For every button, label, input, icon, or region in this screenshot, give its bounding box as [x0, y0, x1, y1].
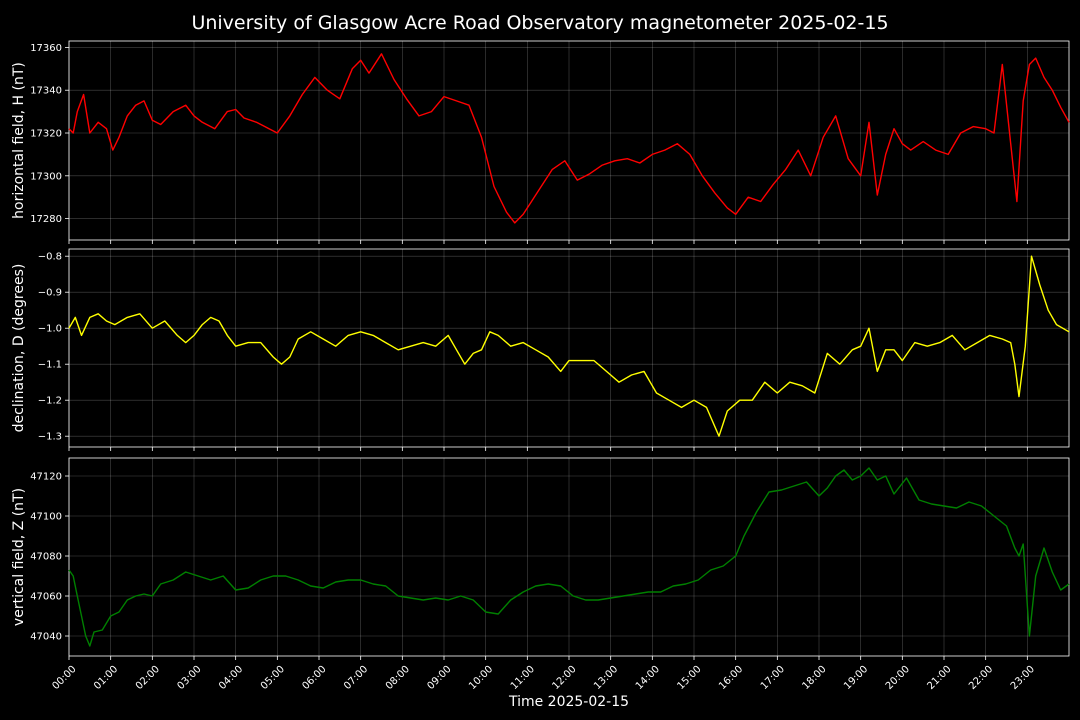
y-tick-label: 17300 — [30, 171, 62, 182]
x-tick-label: 02:00 — [134, 664, 162, 692]
x-tick-label: 03:00 — [175, 664, 203, 692]
series-line — [68, 255, 1070, 437]
y-axis-label: declination, D (degrees) — [11, 264, 27, 433]
y-tick-label: 17320 — [30, 129, 62, 140]
y-tick-label: −0.8 — [38, 252, 62, 263]
x-tick-label: 04:00 — [217, 664, 245, 692]
y-axis-label: vertical field, Z (nT) — [11, 488, 27, 626]
y-tick-label: 47120 — [30, 472, 62, 483]
x-tick-label: 06:00 — [300, 664, 328, 692]
x-tick-label: 18:00 — [800, 664, 828, 692]
y-tick-label: −1.3 — [38, 432, 62, 443]
x-tick-label: 12:00 — [550, 664, 578, 692]
panel-frame — [68, 40, 1070, 241]
y-tick-label: 17280 — [30, 214, 62, 225]
y-axis-label: horizontal field, H (nT) — [11, 62, 27, 219]
x-tick-label: 15:00 — [675, 664, 703, 692]
x-tick-label: 23:00 — [1009, 664, 1037, 692]
x-axis: 00:00 01:00 02:00 03:00 04:00 05:00 06:00 07:00… — [50, 664, 1036, 692]
x-tick-label: 09:00 — [425, 664, 453, 692]
y-tick-label: 47060 — [30, 592, 62, 603]
x-tick-label: 22:00 — [967, 664, 995, 692]
x-tick-label: 00:00 — [50, 664, 78, 692]
x-tick-label: 14:00 — [634, 664, 662, 692]
y-tick-label: −1.0 — [38, 324, 62, 335]
x-tick-label: 13:00 — [592, 664, 620, 692]
y-tick-label: −1.2 — [38, 396, 62, 407]
y-tick-label: 47080 — [30, 552, 62, 563]
panel-frame — [68, 248, 1070, 448]
panel-2: −1.3 −1.2 −1.1 −1.0 −0.9 −0.8 declination, D (… — [11, 248, 1070, 451]
x-tick-label: 11:00 — [509, 664, 537, 692]
x-tick-label: 01:00 — [92, 664, 120, 692]
x-tick-label: 16:00 — [717, 664, 745, 692]
series-line — [68, 53, 1070, 224]
y-tick-label: 17360 — [30, 43, 62, 54]
y-tick-label: 47100 — [30, 512, 62, 523]
x-axis-label: Time 2025-02-15 — [508, 694, 629, 710]
panel-frame — [68, 457, 1070, 657]
x-tick-label: 20:00 — [884, 664, 912, 692]
series-line — [68, 467, 1070, 647]
y-tick-label: −1.1 — [38, 360, 62, 371]
chart-title: University of Glasgow Acre Road Observat… — [191, 12, 888, 34]
x-tick-label: 19:00 — [842, 664, 870, 692]
x-tick-label: 08:00 — [384, 664, 412, 692]
x-tick-label: 05:00 — [259, 664, 287, 692]
x-tick-label: 17:00 — [759, 664, 787, 692]
y-tick-label: 47040 — [30, 632, 62, 643]
y-tick-label: 17340 — [30, 86, 62, 97]
x-tick-label: 10:00 — [467, 664, 495, 692]
x-tick-label: 21:00 — [925, 664, 953, 692]
x-tick-label: 07:00 — [342, 664, 370, 692]
y-tick-label: −0.9 — [38, 288, 62, 299]
